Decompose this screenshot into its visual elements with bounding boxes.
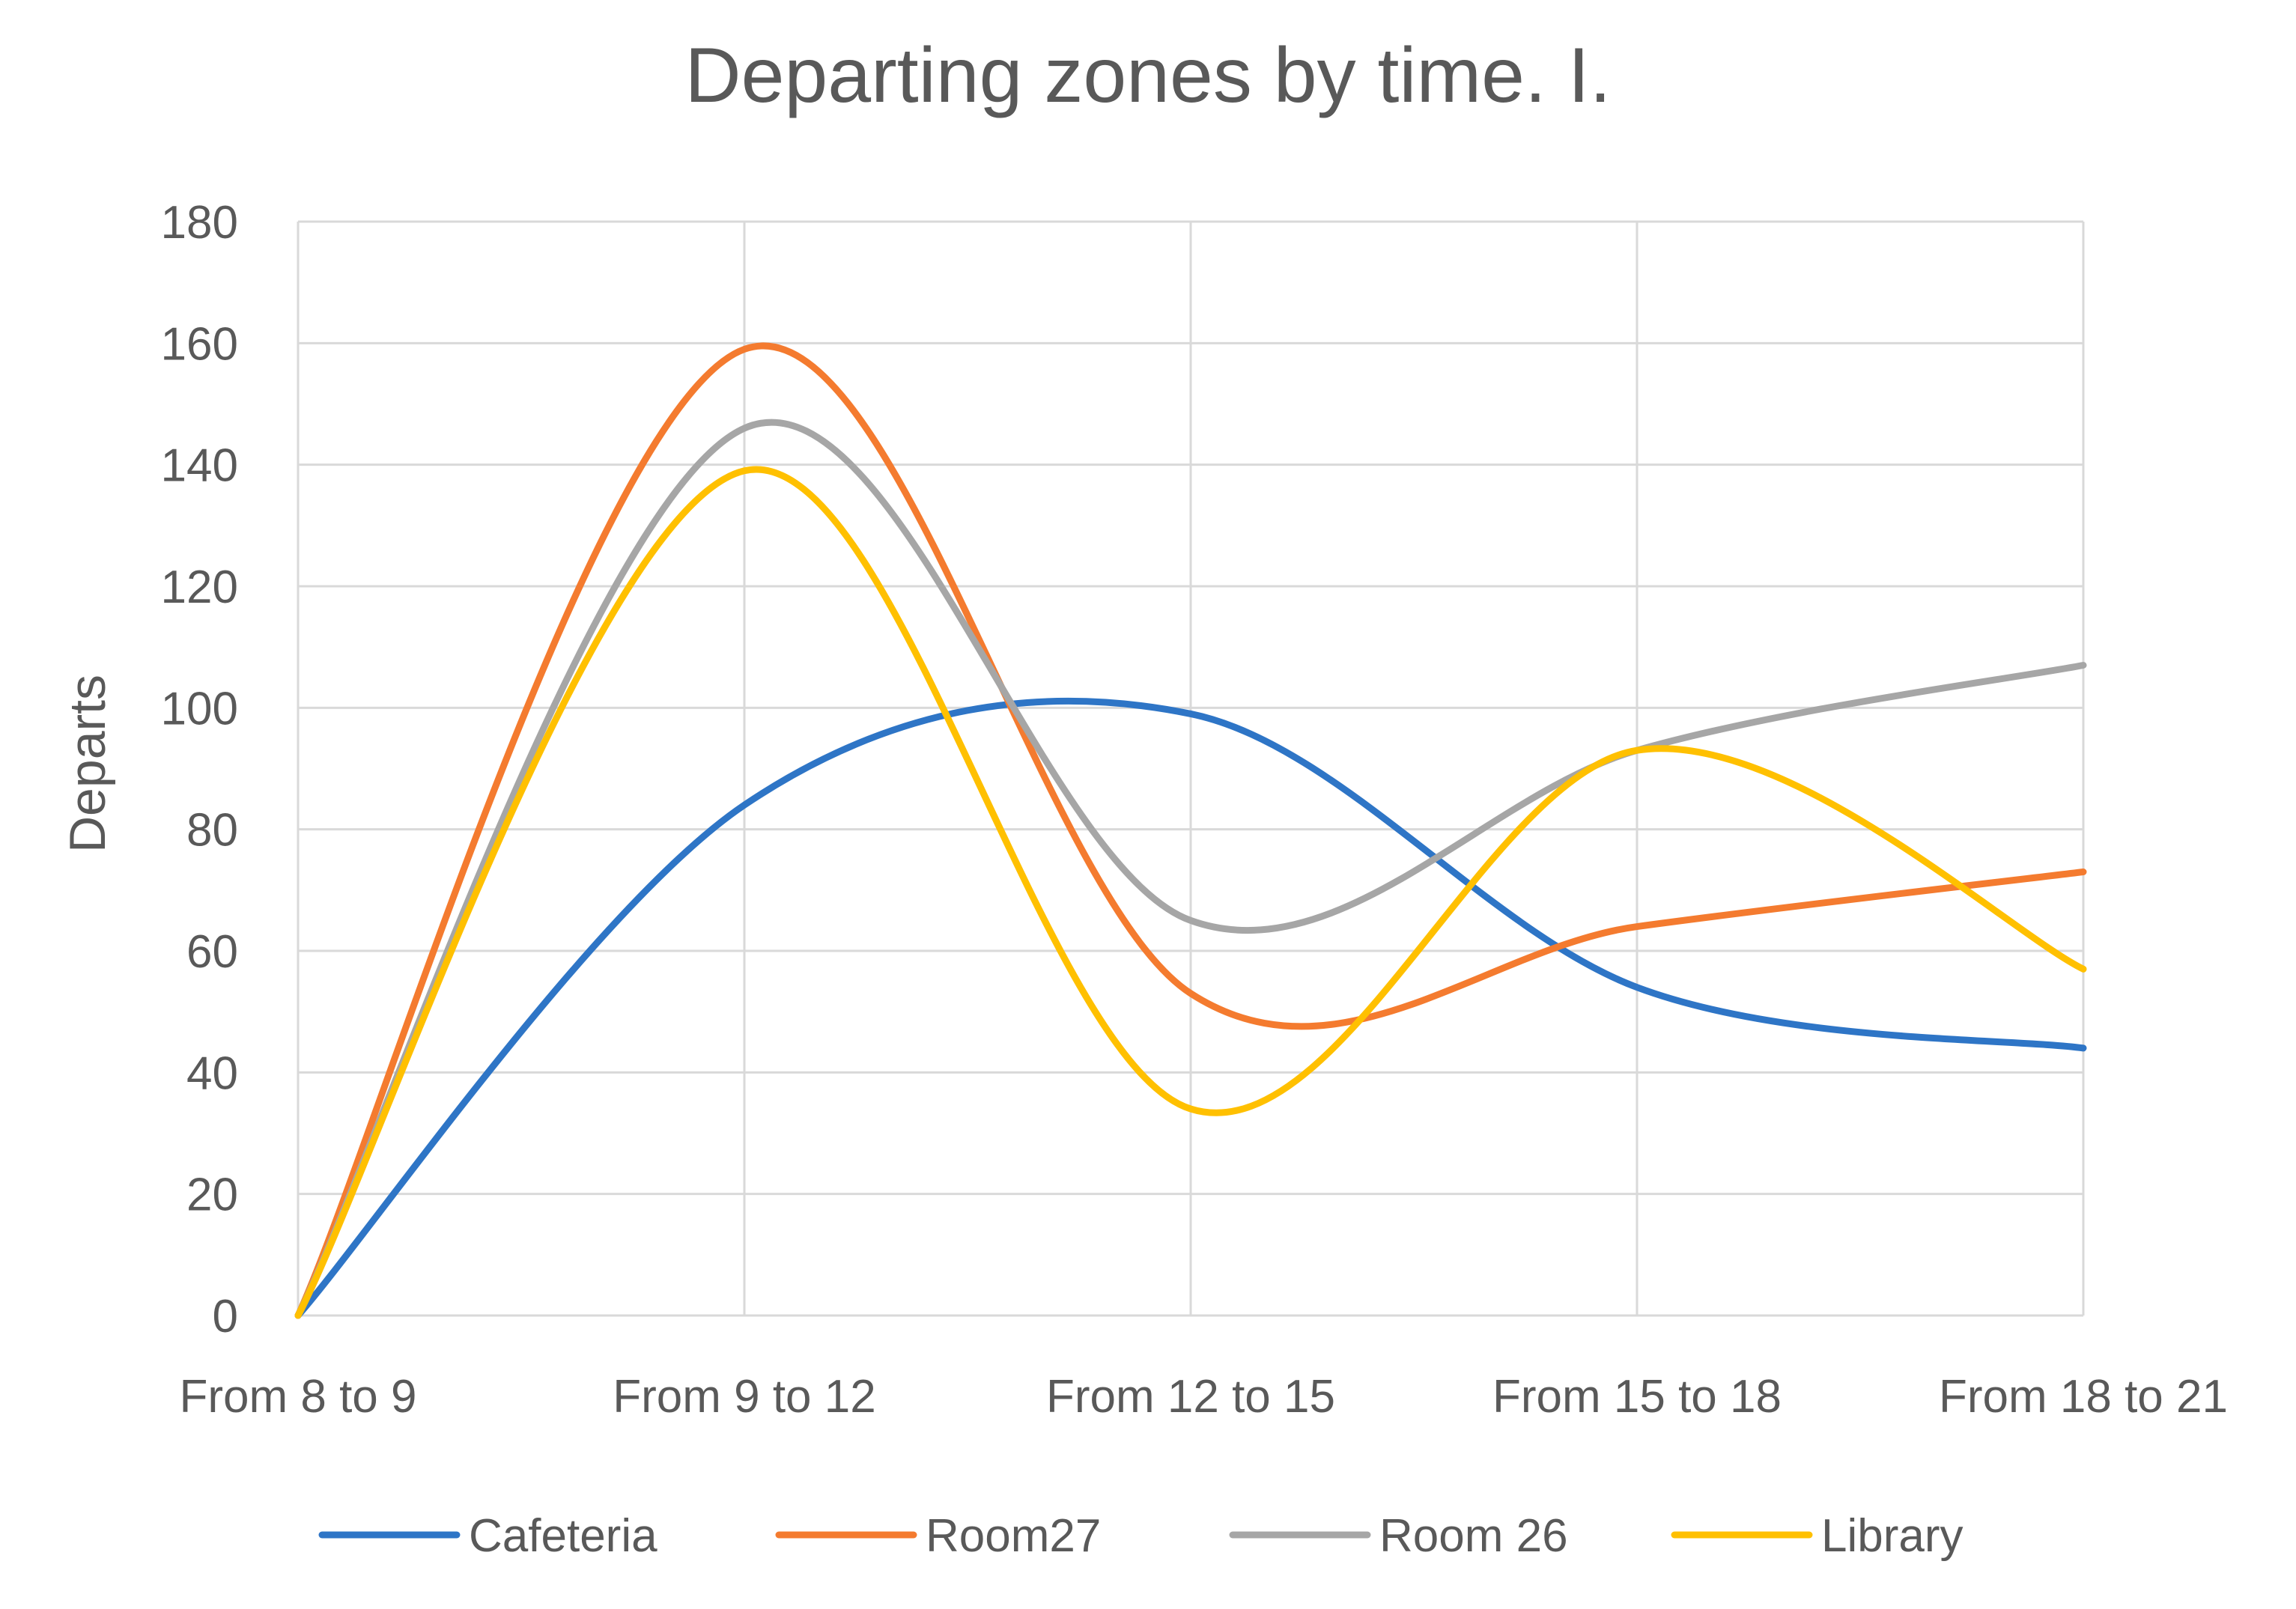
legend: Cafeteria Room27 Room 26 Library bbox=[318, 1510, 1964, 1562]
series-line-room-26 bbox=[294, 419, 2087, 1319]
x-tick-label: From 18 to 21 bbox=[1939, 1371, 2228, 1423]
legend-label: Room 26 bbox=[1379, 1510, 1568, 1562]
x-tick-label: From 15 to 18 bbox=[1492, 1371, 1782, 1423]
x-tick-label: From 12 to 15 bbox=[1046, 1371, 1335, 1423]
y-tick-label: 0 bbox=[213, 1291, 238, 1342]
series-line-library bbox=[294, 466, 2087, 1319]
series-line-cafeteria bbox=[294, 697, 2087, 1319]
x-tick-label: From 9 to 12 bbox=[613, 1371, 875, 1423]
y-tick-label: 160 bbox=[161, 318, 238, 370]
x-tick-label: From 8 to 9 bbox=[180, 1371, 417, 1423]
y-tick-label: 100 bbox=[161, 683, 238, 734]
y-axis-ticks: 0 20 40 60 80 100 120 140 160 180 bbox=[161, 197, 238, 1342]
y-tick-label: 80 bbox=[186, 805, 238, 857]
legend-label: Room27 bbox=[926, 1510, 1101, 1562]
y-tick-label: 120 bbox=[161, 562, 238, 613]
legend-label: Cafeteria bbox=[469, 1510, 657, 1562]
y-tick-label: 60 bbox=[186, 926, 238, 978]
y-tick-label: 20 bbox=[186, 1170, 238, 1221]
x-axis-ticks: From 8 to 9 From 9 to 12 From 12 to 15 From… bbox=[180, 1371, 2228, 1423]
series-lines bbox=[294, 342, 2087, 1319]
chart-title: Departing zones by time. I. bbox=[684, 32, 1611, 119]
y-tick-label: 180 bbox=[161, 197, 238, 249]
y-tick-label: 40 bbox=[186, 1047, 238, 1099]
grid bbox=[297, 220, 2085, 1317]
y-axis-label: Departs bbox=[59, 675, 116, 853]
y-tick-label: 140 bbox=[161, 440, 238, 492]
legend-label: Library bbox=[1821, 1510, 1964, 1562]
series-line-room27 bbox=[294, 342, 2087, 1319]
